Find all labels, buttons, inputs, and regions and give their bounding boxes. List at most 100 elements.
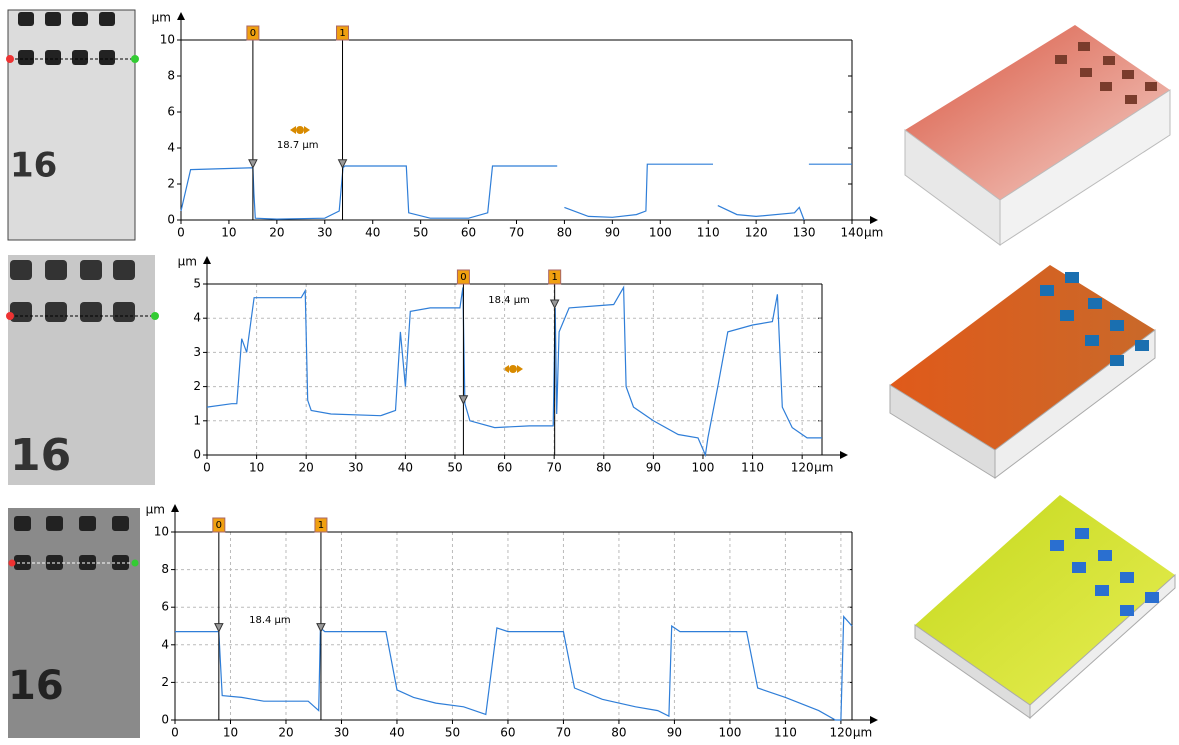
profile-line	[180, 163, 852, 221]
profile-line	[175, 615, 853, 721]
cursor-flag	[246, 25, 260, 41]
x-tick-label: 50	[447, 461, 462, 475]
x-axis-arrow	[870, 216, 878, 224]
x-tick-label: 30	[334, 726, 349, 740]
cursor-label: 0	[460, 272, 466, 283]
cursor-label: 1	[551, 272, 557, 283]
x-tick-label: 80	[557, 226, 572, 240]
y-tick-label: 8	[167, 69, 175, 83]
x-tick-label: 110	[741, 461, 764, 475]
move-icon	[503, 365, 523, 373]
x-tick-label: 100	[718, 726, 741, 740]
x-tick-label: 40	[389, 726, 404, 740]
x-tick-label: 80	[611, 726, 626, 740]
y-tick-label: 4	[193, 311, 201, 325]
x-tick-label: 120	[829, 726, 852, 740]
y-tick-label: 5	[193, 277, 201, 291]
y-tick-label: 0	[161, 713, 169, 727]
x-tick-label: 30	[348, 461, 363, 475]
x-tick-label: 10	[249, 461, 264, 475]
y-axis-arrow	[203, 256, 211, 264]
cursor-label: 0	[250, 28, 256, 39]
thumbnail	[8, 508, 140, 738]
cursor-marker	[458, 395, 469, 405]
y-tick-label: 6	[161, 600, 169, 614]
x-tick-label: 90	[605, 226, 620, 240]
cursor-label: 0	[216, 520, 222, 531]
x-tick-label: 40	[365, 226, 380, 240]
cursor-marker	[214, 623, 224, 633]
x-tick-label: 140	[841, 226, 864, 240]
x-tick-label: 0	[203, 461, 211, 475]
y-tick-label: 0	[167, 213, 175, 227]
y-tick-label: 2	[193, 379, 201, 393]
x-tick-label: 20	[269, 226, 284, 240]
x-tick-label: 0	[171, 726, 179, 740]
cursor-marker	[337, 159, 348, 169]
y-tick-label: 2	[161, 675, 169, 689]
y-axis-label: µm	[152, 11, 171, 25]
y-tick-label: 1	[193, 413, 201, 427]
cursor-label: 1	[318, 520, 324, 531]
x-tick-label: 120	[745, 226, 768, 240]
x-tick-label: 70	[509, 226, 524, 240]
x-tick-label: 60	[500, 726, 515, 740]
cursor-flag	[212, 517, 226, 533]
y-tick-label: 8	[161, 562, 169, 576]
x-tick-label: 120	[791, 461, 814, 475]
x-tick-label: 90	[646, 461, 661, 475]
x-tick-label: 60	[461, 226, 476, 240]
y-tick-label: 4	[161, 637, 169, 651]
thumbnail-label: 16	[10, 430, 71, 481]
x-axis-label: µm	[814, 461, 833, 475]
x-tick-label: 80	[596, 461, 611, 475]
cursor-flag	[548, 269, 562, 285]
x-tick-label: 90	[667, 726, 682, 740]
y-axis-arrow	[177, 12, 185, 20]
y-tick-label: 4	[167, 141, 175, 155]
y-tick-label: 3	[193, 345, 201, 359]
y-tick-label: 2	[167, 177, 175, 191]
x-tick-label: 130	[793, 226, 816, 240]
x-tick-label: 30	[317, 226, 332, 240]
y-tick-label: 10	[154, 525, 169, 539]
cursor-flag	[314, 517, 328, 533]
cursor-marker	[549, 299, 560, 310]
x-axis-label: µm	[853, 726, 872, 740]
annotation: 18.7 µm	[277, 140, 319, 151]
surface-render	[914, 495, 1176, 720]
x-tick-label: 110	[697, 226, 720, 240]
thumbnail	[6, 255, 159, 485]
cursor-marker	[248, 159, 258, 169]
annotation: 18.4 µm	[249, 615, 291, 626]
surface-render	[904, 25, 1171, 246]
x-axis-arrow	[870, 716, 878, 724]
x-tick-label: 70	[547, 461, 562, 475]
profile-line	[206, 285, 822, 458]
x-tick-label: 70	[556, 726, 571, 740]
cursor-flag	[336, 25, 350, 41]
y-axis-label: µm	[178, 255, 197, 269]
y-tick-label: 0	[193, 448, 201, 462]
thumbnail-label: 16	[10, 146, 57, 186]
y-axis-arrow	[171, 504, 179, 512]
x-tick-label: 110	[774, 726, 797, 740]
x-tick-label: 10	[223, 726, 238, 740]
cursor-label: 1	[339, 28, 345, 39]
x-tick-label: 40	[398, 461, 413, 475]
x-tick-label: 10	[221, 226, 236, 240]
x-axis-arrow	[840, 451, 848, 459]
y-tick-label: 6	[167, 105, 175, 119]
x-tick-label: 20	[278, 726, 293, 740]
x-tick-label: 20	[299, 461, 314, 475]
cursor-flag	[456, 269, 470, 285]
x-tick-label: 50	[445, 726, 460, 740]
x-tick-label: 50	[413, 226, 428, 240]
x-tick-label: 100	[692, 461, 715, 475]
x-axis-label: µm	[864, 226, 883, 240]
surface-render	[889, 265, 1156, 479]
y-axis-label: µm	[146, 503, 165, 517]
thumbnail-label: 16	[8, 663, 64, 709]
x-tick-label: 100	[649, 226, 672, 240]
